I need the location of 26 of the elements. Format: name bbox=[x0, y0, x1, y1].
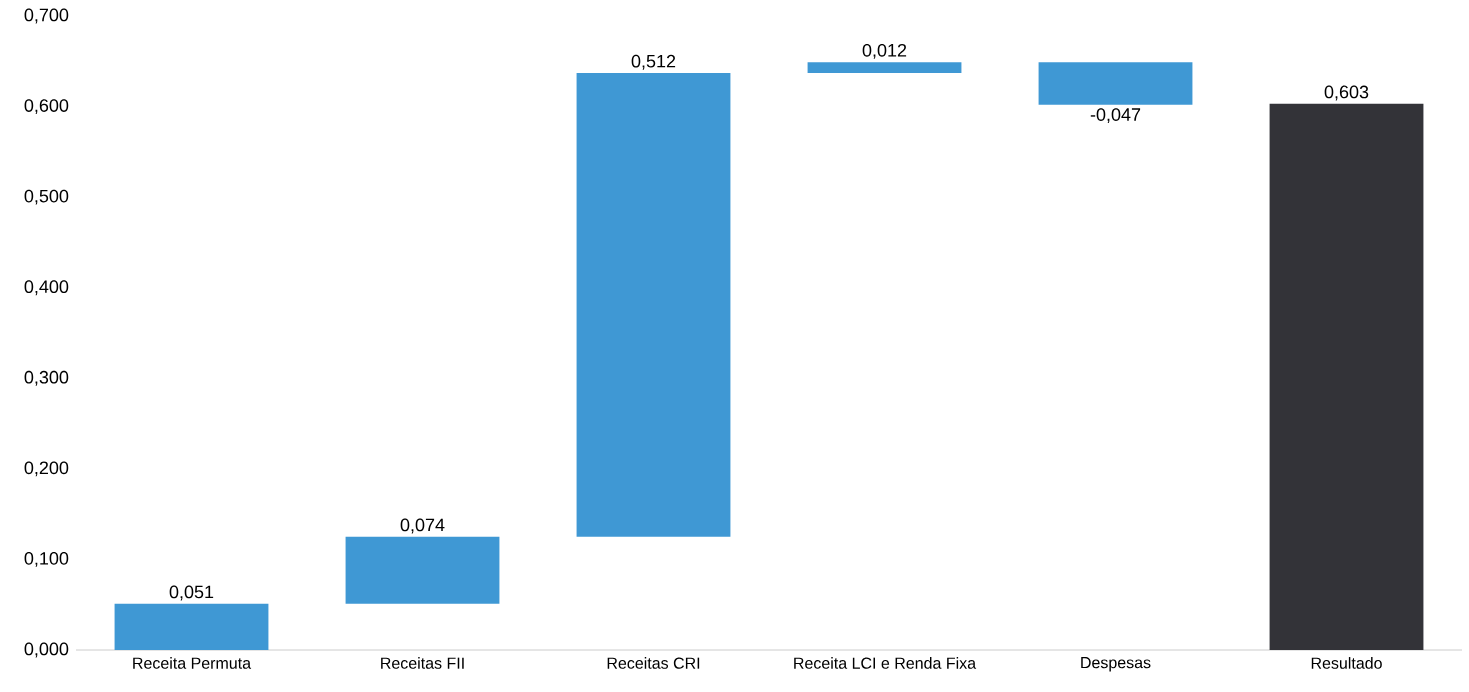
bar bbox=[114, 603, 269, 650]
x-tick-label: Despesas bbox=[1081, 657, 1151, 672]
y-tick-label: 0,000 bbox=[24, 642, 69, 658]
bar bbox=[1038, 62, 1193, 105]
x-tick-label: Receitas CRI bbox=[607, 657, 700, 669]
data-label: 0,051 bbox=[169, 585, 214, 601]
data-label: 0,512 bbox=[631, 54, 676, 70]
y-tick-label: 0,700 bbox=[24, 8, 69, 24]
data-label: 0,074 bbox=[400, 518, 445, 534]
data-label: 0,012 bbox=[862, 43, 907, 59]
bar bbox=[1269, 103, 1424, 650]
bar bbox=[576, 73, 731, 537]
y-tick-label: 0,500 bbox=[24, 189, 69, 205]
y-tick-label: 0,200 bbox=[24, 461, 69, 477]
x-tick-label: Receita Permuta bbox=[133, 657, 252, 669]
x-tick-label: Receita LCI e Renda Fixa bbox=[794, 657, 977, 669]
y-tick-label: 0,400 bbox=[24, 280, 69, 296]
x-tick-label: Receitas FII bbox=[381, 657, 464, 669]
data-label: 0,603 bbox=[1324, 85, 1369, 101]
y-tick-label: 0,300 bbox=[24, 370, 69, 386]
bar bbox=[807, 62, 962, 74]
bar bbox=[345, 536, 500, 604]
x-tick-label: Resultado bbox=[1311, 657, 1382, 669]
y-tick-label: 0,100 bbox=[24, 551, 69, 567]
data-label: -0,047 bbox=[1090, 108, 1141, 124]
y-tick-label: 0,600 bbox=[24, 99, 69, 114]
